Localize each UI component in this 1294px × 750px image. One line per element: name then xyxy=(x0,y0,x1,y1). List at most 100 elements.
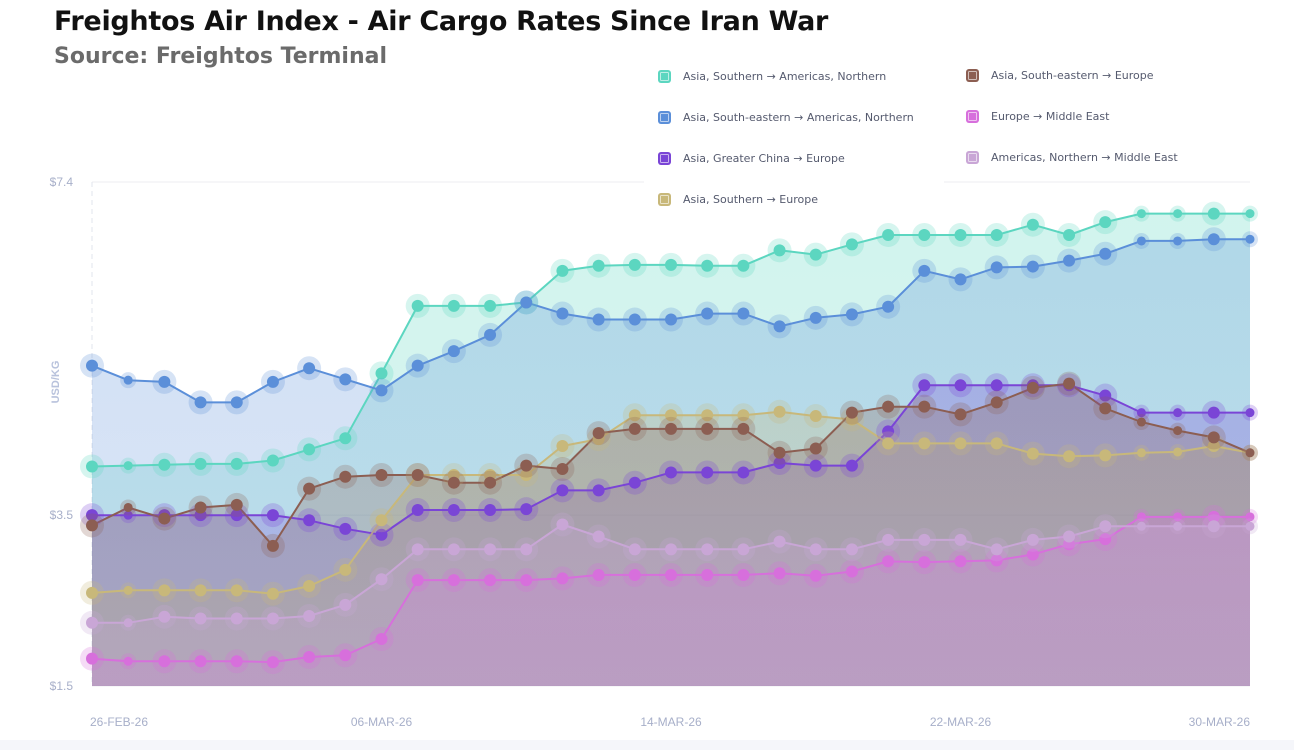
data-point[interactable] xyxy=(990,543,1003,556)
data-point[interactable] xyxy=(918,228,931,241)
legend-item[interactable]: Asia, Greater China → Europe xyxy=(658,152,845,165)
data-point[interactable] xyxy=(954,408,967,421)
data-point[interactable] xyxy=(266,612,279,625)
data-point[interactable] xyxy=(411,469,424,482)
data-point[interactable] xyxy=(484,476,497,489)
data-point[interactable] xyxy=(520,503,533,516)
data-point[interactable] xyxy=(1207,520,1220,533)
data-point[interactable] xyxy=(1099,520,1112,533)
data-point[interactable] xyxy=(194,457,207,470)
data-point[interactable] xyxy=(773,405,786,418)
data-point[interactable] xyxy=(918,437,931,450)
data-point[interactable] xyxy=(375,367,388,380)
data-point[interactable] xyxy=(592,427,605,440)
data-point[interactable] xyxy=(665,313,677,326)
data-point[interactable] xyxy=(447,543,460,556)
data-point[interactable] xyxy=(1245,448,1255,458)
data-point[interactable] xyxy=(194,655,207,668)
data-point[interactable] xyxy=(592,259,605,272)
data-point[interactable] xyxy=(556,484,569,497)
data-point[interactable] xyxy=(665,568,677,581)
data-point[interactable] xyxy=(1245,209,1255,219)
data-point[interactable] xyxy=(773,446,786,459)
data-point[interactable] xyxy=(86,586,98,599)
data-point[interactable] xyxy=(701,259,714,272)
data-point[interactable] xyxy=(882,300,895,313)
data-point[interactable] xyxy=(194,501,207,514)
data-point[interactable] xyxy=(447,574,460,587)
data-point[interactable] xyxy=(520,574,533,587)
data-point[interactable] xyxy=(230,509,243,522)
data-point[interactable] xyxy=(882,533,895,546)
data-point[interactable] xyxy=(1173,236,1183,246)
data-point[interactable] xyxy=(918,264,931,277)
data-point[interactable] xyxy=(1207,406,1220,419)
data-point[interactable] xyxy=(556,518,569,531)
data-point[interactable] xyxy=(1136,408,1146,418)
data-point[interactable] xyxy=(158,512,171,525)
data-point[interactable] xyxy=(303,482,316,495)
data-point[interactable] xyxy=(592,568,605,581)
data-point[interactable] xyxy=(701,422,714,435)
data-point[interactable] xyxy=(809,569,822,582)
data-point[interactable] xyxy=(918,533,931,546)
data-point[interactable] xyxy=(1099,216,1112,229)
data-point[interactable] xyxy=(266,375,279,388)
data-point[interactable] xyxy=(411,299,424,312)
data-point[interactable] xyxy=(701,466,714,479)
data-point[interactable] xyxy=(882,400,895,413)
data-point[interactable] xyxy=(556,572,569,585)
data-point[interactable] xyxy=(266,509,279,522)
data-point[interactable] xyxy=(809,311,822,324)
data-point[interactable] xyxy=(86,652,98,665)
data-point[interactable] xyxy=(123,656,133,666)
data-point[interactable] xyxy=(954,437,967,450)
data-point[interactable] xyxy=(230,396,243,409)
data-point[interactable] xyxy=(1063,450,1076,463)
data-point[interactable] xyxy=(123,585,133,595)
data-point[interactable] xyxy=(1099,402,1112,415)
data-point[interactable] xyxy=(954,555,967,568)
data-point[interactable] xyxy=(1245,408,1255,418)
data-point[interactable] xyxy=(447,345,460,358)
data-point[interactable] xyxy=(194,584,207,597)
data-point[interactable] xyxy=(375,469,388,482)
data-point[interactable] xyxy=(918,556,931,569)
data-point[interactable] xyxy=(809,442,822,455)
data-point[interactable] xyxy=(1026,218,1039,231)
data-point[interactable] xyxy=(1173,426,1183,436)
data-point[interactable] xyxy=(918,379,931,392)
data-point[interactable] xyxy=(882,228,895,241)
data-point[interactable] xyxy=(990,261,1003,274)
data-point[interactable] xyxy=(339,522,352,535)
data-point[interactable] xyxy=(1026,260,1039,273)
data-point[interactable] xyxy=(158,610,171,623)
data-point[interactable] xyxy=(1173,209,1183,219)
data-point[interactable] xyxy=(556,264,569,277)
data-point[interactable] xyxy=(375,633,388,646)
legend-item[interactable]: Europe → Middle East xyxy=(966,110,1109,123)
data-point[interactable] xyxy=(375,384,388,397)
data-point[interactable] xyxy=(123,461,133,471)
data-point[interactable] xyxy=(266,539,279,552)
data-point[interactable] xyxy=(845,308,858,321)
data-point[interactable] xyxy=(556,439,569,452)
data-point[interactable] xyxy=(1207,510,1220,523)
data-point[interactable] xyxy=(520,469,533,482)
data-point[interactable] xyxy=(556,307,569,320)
data-point[interactable] xyxy=(990,554,1003,567)
data-point[interactable] xyxy=(230,498,243,511)
data-point[interactable] xyxy=(1063,377,1076,390)
data-point[interactable] xyxy=(1026,548,1039,561)
data-point[interactable] xyxy=(628,409,641,422)
data-point[interactable] xyxy=(845,565,858,578)
data-point[interactable] xyxy=(1136,417,1146,427)
legend-item[interactable]: Asia, South-eastern → Europe xyxy=(966,69,1154,82)
data-point[interactable] xyxy=(1173,512,1183,522)
data-point[interactable] xyxy=(665,258,677,271)
data-point[interactable] xyxy=(86,616,98,629)
data-point[interactable] xyxy=(1136,209,1146,219)
data-point[interactable] xyxy=(628,313,641,326)
data-point[interactable] xyxy=(123,502,133,512)
data-point[interactable] xyxy=(592,484,605,497)
